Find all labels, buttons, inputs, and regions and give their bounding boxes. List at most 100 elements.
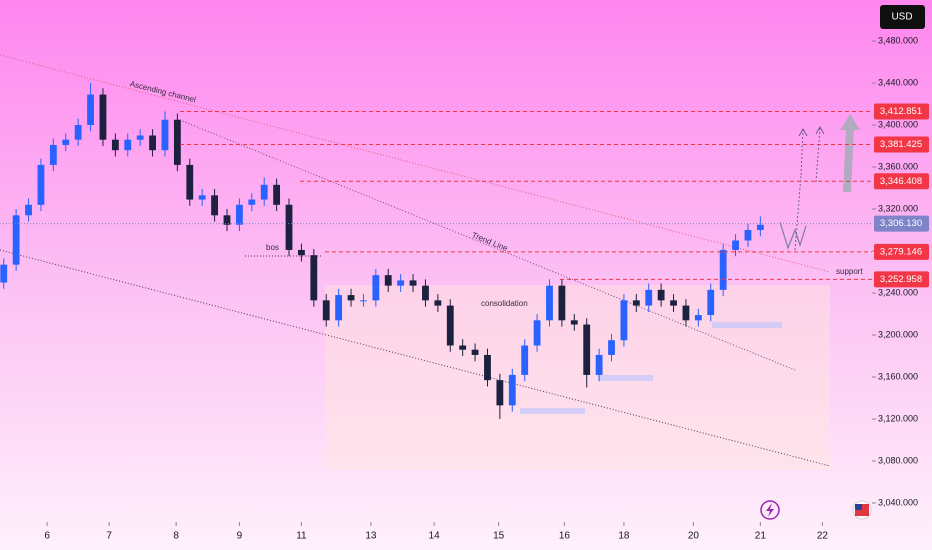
candle-body [384,275,392,286]
level-badge [874,271,929,288]
level-label: 3,381.425 [880,139,922,150]
projection-arrow [794,129,804,251]
channel-top [0,54,831,273]
currency-button[interactable] [880,5,925,29]
candle-body [471,349,479,355]
x-tick-label: 21 [755,531,767,542]
zone-marker [598,375,653,381]
level-badge [874,173,929,190]
candle-body [459,345,467,350]
candle-body [397,280,405,286]
candle-body [608,340,615,355]
candle-body [558,285,566,321]
y-tick-label: 3,040.000 [878,497,918,507]
candle-body [496,380,504,406]
currency-label: USD [891,12,912,23]
candle-body [744,230,752,241]
consolidation-zone [325,285,830,470]
candle-body [223,215,231,225]
candle-body [49,144,57,165]
target-arrow [840,114,860,192]
zone-marker [712,322,782,328]
candle-body [670,300,677,306]
candle-body [521,345,529,375]
y-tick-label: 3,360.000 [878,161,918,171]
plot [0,83,764,419]
candle-body [707,289,715,316]
projection-arrow [815,127,821,183]
y-tick-label: 3,160.000 [878,371,918,381]
candle-body [161,119,169,151]
candle-body [756,224,764,230]
candle-body [719,249,727,290]
level-label: 3,346.408 [880,176,922,187]
level-badge [874,103,929,120]
level-badge [874,215,929,232]
candle-body [285,204,293,250]
x-tick-label: 11 [296,531,307,542]
level-label: 3,412.851 [880,106,922,117]
candle-body [74,125,82,140]
x-tick-label: 7 [106,531,112,542]
x-tick-label: 16 [559,531,571,542]
candle-body [87,94,94,125]
x-tick-label: 6 [44,531,50,542]
candle-body [533,320,541,346]
event-icon[interactable] [760,500,780,520]
y-tick-label: 3,120.000 [878,413,918,423]
candle-body [260,184,268,200]
candle-body [335,295,343,321]
candle-body [508,374,516,406]
x-tick-label: 8 [173,531,179,542]
y-tick-label: 3,400.000 [878,119,918,129]
level-badge [874,243,929,260]
candle-body [645,289,653,306]
annotation: consolidation [481,299,528,308]
candle-body [310,255,318,301]
candle-body [235,204,243,225]
x-tick-label: 13 [365,531,377,542]
candle-body [583,324,591,375]
level-label: 3,252.958 [880,274,922,285]
candle-body [409,280,417,286]
candle-body [298,249,305,256]
y-tick-label: 3,320.000 [878,203,918,213]
annotation: support [836,267,863,276]
y-tick-label: 3,200.000 [878,329,918,339]
level-label: 3,279.146 [880,246,922,257]
candle-body [347,295,355,301]
candle-body [446,305,454,346]
arrow-head [798,127,808,137]
candle-body [62,139,70,145]
candle-body [360,300,367,302]
candle-body [546,285,553,321]
candle-body [620,300,628,341]
candle-body [99,94,107,140]
level-badge [874,136,929,153]
candle-body [694,315,702,321]
w-pattern [779,221,807,250]
candle-body [273,184,281,205]
candle-body [732,240,739,250]
candle-body [0,264,8,283]
x-tick-label: 9 [237,531,243,542]
annotation: bos [266,243,279,252]
arrow-head [815,125,825,135]
candle-body [570,320,578,325]
flag-icon-canton [855,504,862,510]
candle-body [322,300,330,321]
x-tick-label: 15 [493,531,505,542]
candle-body [211,195,218,216]
candle-body [149,135,156,151]
candle-body [198,195,206,200]
y-tick-label: 3,240.000 [878,287,918,297]
level-label: 3,306.130 [880,218,922,229]
candle-body [124,139,132,151]
candle-body [173,119,181,165]
candle-body [657,289,665,301]
candle-body [136,135,144,140]
y-tick-label: 3,440.000 [878,77,918,87]
